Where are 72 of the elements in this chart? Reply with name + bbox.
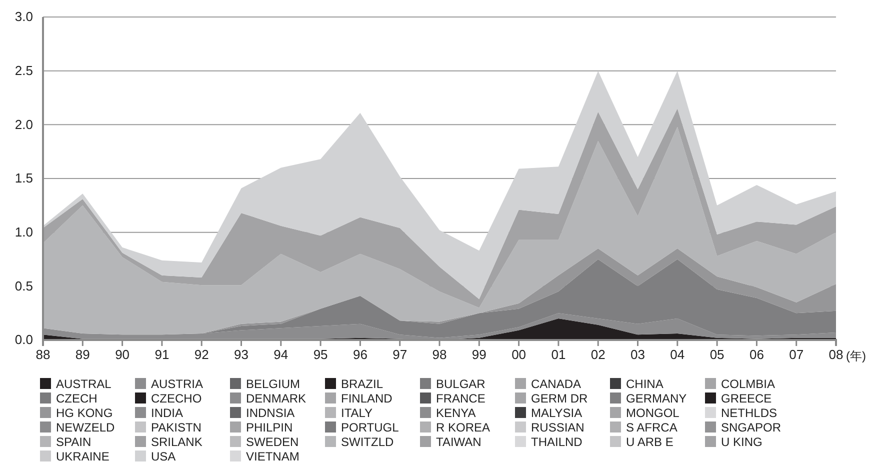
legend-label: SPAIN (56, 435, 92, 449)
legend-label: DENMARK (246, 392, 306, 406)
y-tick-label: 1.0 (14, 224, 33, 240)
legend-label: BULGAR (436, 377, 486, 391)
legend-label: BRAZIL (341, 377, 384, 391)
legend-label: NEWZELD (56, 420, 116, 434)
legend-label: ITALY (341, 406, 373, 420)
x-tick-label: 03 (630, 347, 645, 362)
legend-label: SWEDEN (246, 435, 299, 449)
x-axis-title: (年) (846, 349, 866, 363)
legend-label: INDIA (151, 406, 184, 420)
y-tick-label: 1.5 (14, 170, 33, 186)
x-tick-label: 05 (710, 347, 724, 362)
x-tick-label: 98 (432, 347, 447, 362)
legend-label: INDNSIA (246, 406, 295, 420)
x-tick-label: 93 (234, 347, 248, 362)
legend-label: FRANCE (436, 392, 486, 406)
legend-label: NETHLDS (721, 406, 778, 420)
legend-label: GERMANY (626, 392, 687, 406)
legend-label: GREECE (721, 392, 772, 406)
legend-label: S AFRCA (626, 420, 678, 434)
legend-label: KENYA (436, 406, 476, 420)
legend-label: CHINA (626, 377, 664, 391)
legend-label: R KOREA (436, 420, 490, 434)
legend-label: SNGAPOR (721, 420, 782, 434)
x-tick-label: 88 (36, 347, 50, 362)
legend-label: FINLAND (341, 392, 393, 406)
legend-label: HG KONG (56, 406, 113, 420)
legend-label: CZECHO (151, 392, 202, 406)
legend-label: COLMBIA (721, 377, 776, 391)
legend-label: BELGIUM (246, 377, 300, 391)
legend-label: VIETNAM (246, 450, 300, 464)
x-tick-label: 97 (392, 347, 408, 362)
legend-label: PHILPIN (246, 420, 293, 434)
legend-label: U ARB E (626, 435, 674, 449)
y-tick-label: 0.5 (14, 278, 33, 294)
y-tick-label: 2.5 (14, 62, 33, 78)
legend-label: PAKISTN (151, 420, 202, 434)
x-tick-label: 01 (551, 347, 566, 362)
x-tick-label: 91 (154, 347, 170, 362)
x-tick-label: 95 (313, 347, 328, 362)
legend-label: AUSTRIA (151, 377, 204, 391)
y-tick-label: 2.0 (14, 116, 33, 132)
x-tick-label: 99 (472, 347, 486, 362)
legend-label: U KING (721, 435, 762, 449)
x-tick-label: 96 (352, 347, 368, 362)
legend-label: SWITZLD (341, 435, 394, 449)
legend-label: RUSSIAN (531, 420, 584, 434)
legend-label: THAILND (531, 435, 583, 449)
y-tick-label: 3.0 (14, 9, 33, 24)
x-tick-label: 89 (75, 347, 90, 362)
x-tick-label: 08 (828, 347, 844, 362)
legend-label: UKRAINE (56, 450, 110, 464)
legend-label: GERM DR (531, 392, 588, 406)
x-tick-label: 90 (115, 347, 130, 362)
y-tick-label: 0.0 (14, 332, 33, 348)
legend-label: PORTUGL (341, 420, 400, 434)
x-tick-label: 06 (749, 347, 764, 362)
legend-label: SRILANK (151, 435, 202, 449)
legend-label: MONGOL (626, 406, 680, 420)
x-tick-label: 00 (512, 347, 526, 362)
legend-label: CANADA (531, 377, 582, 391)
legend-label: MALYSIA (531, 406, 582, 420)
legend-label: AUSTRAL (56, 377, 112, 391)
x-tick-label: 92 (194, 347, 209, 362)
x-tick-label: 94 (274, 347, 288, 362)
legend-label: CZECH (56, 392, 98, 406)
x-tick-label: 02 (590, 347, 606, 362)
x-tick-label: 04 (670, 347, 685, 362)
legend-label: TAIWAN (436, 435, 482, 449)
legend-label: USA (151, 450, 176, 464)
x-tick-label: 07 (789, 347, 804, 362)
